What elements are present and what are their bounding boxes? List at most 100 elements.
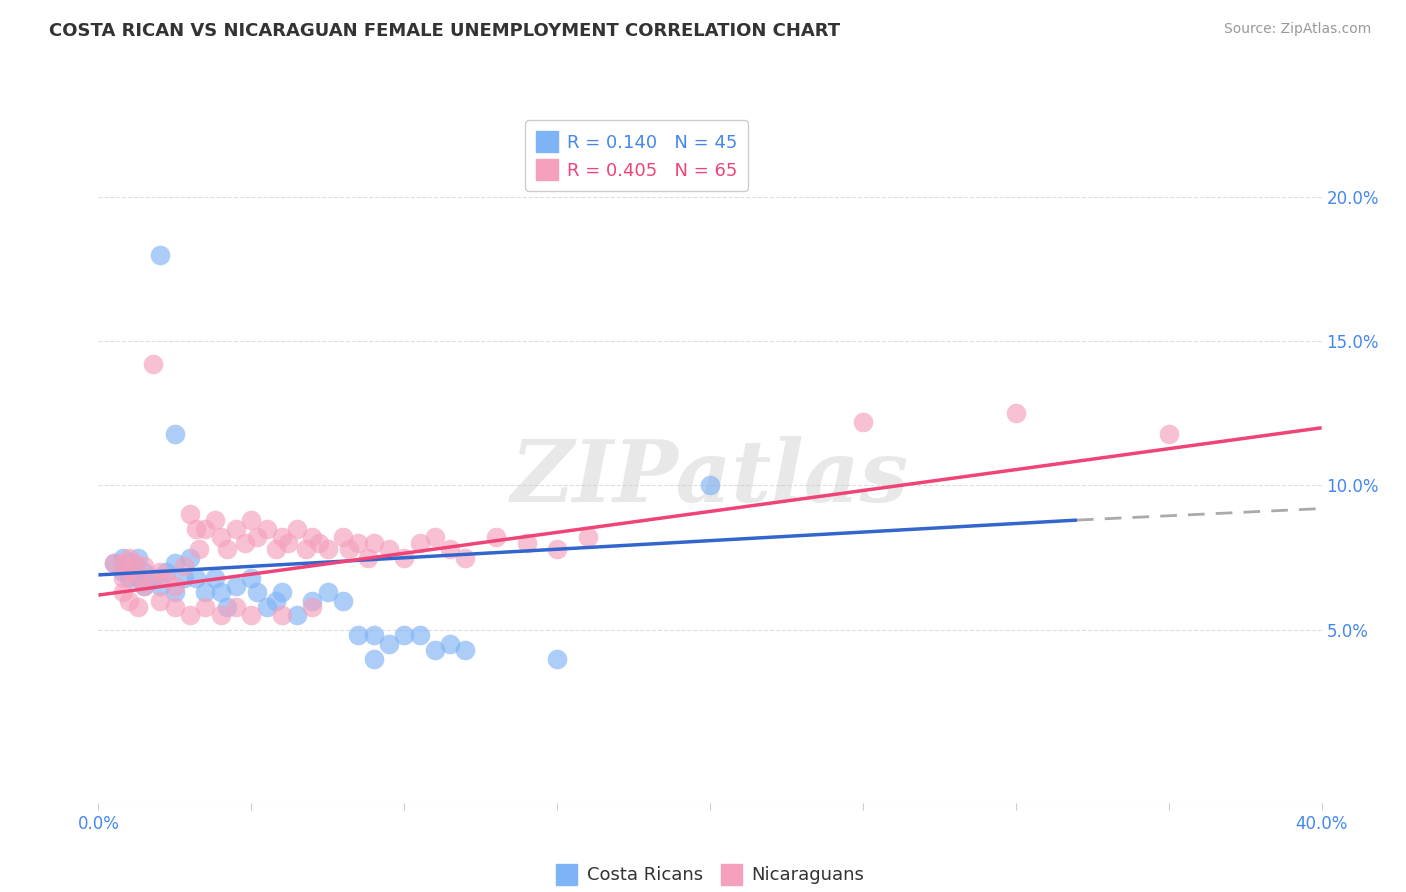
- Point: [186, 522, 208, 536]
- Point: [134, 559, 156, 574]
- Point: [215, 541, 238, 556]
- Point: [194, 522, 217, 536]
- Point: [439, 637, 461, 651]
- Point: [124, 557, 146, 571]
- Point: [149, 594, 172, 608]
- Point: [454, 550, 477, 565]
- Point: [363, 651, 385, 665]
- Point: [194, 599, 217, 614]
- Point: [246, 585, 269, 599]
- Point: [155, 565, 177, 579]
- Point: [308, 536, 330, 550]
- Point: [439, 541, 461, 556]
- Point: [356, 550, 378, 565]
- Point: [1157, 426, 1180, 441]
- Text: ZIPatlas: ZIPatlas: [510, 435, 910, 519]
- Point: [209, 530, 232, 544]
- Point: [285, 608, 308, 623]
- Point: [246, 530, 269, 544]
- Point: [225, 579, 247, 593]
- Point: [173, 559, 195, 574]
- Point: [332, 594, 354, 608]
- Point: [852, 415, 875, 429]
- Point: [240, 571, 263, 585]
- Point: [277, 536, 299, 550]
- Point: [127, 550, 149, 565]
- Point: [155, 571, 177, 585]
- Point: [454, 643, 477, 657]
- Point: [264, 541, 287, 556]
- Point: [209, 608, 232, 623]
- Point: [215, 599, 238, 614]
- Point: [337, 541, 360, 556]
- Point: [347, 536, 370, 550]
- Point: [295, 541, 318, 556]
- Point: [423, 643, 446, 657]
- Point: [118, 571, 141, 585]
- Point: [240, 608, 263, 623]
- Point: [111, 571, 134, 585]
- Point: [285, 522, 308, 536]
- Text: COSTA RICAN VS NICARAGUAN FEMALE UNEMPLOYMENT CORRELATION CHART: COSTA RICAN VS NICARAGUAN FEMALE UNEMPLO…: [49, 22, 841, 40]
- Point: [142, 571, 165, 585]
- Point: [378, 541, 401, 556]
- Point: [103, 557, 125, 571]
- Point: [363, 628, 385, 642]
- Point: [179, 608, 201, 623]
- Point: [516, 536, 538, 550]
- Point: [173, 571, 195, 585]
- Point: [163, 599, 186, 614]
- Point: [142, 571, 165, 585]
- Point: [111, 585, 134, 599]
- Point: [301, 530, 323, 544]
- Point: [240, 513, 263, 527]
- Point: [149, 565, 172, 579]
- Point: [485, 530, 508, 544]
- Point: [204, 513, 226, 527]
- Point: [408, 536, 430, 550]
- Point: [363, 536, 385, 550]
- Point: [134, 579, 156, 593]
- Point: [576, 530, 599, 544]
- Point: [127, 599, 149, 614]
- Point: [142, 357, 165, 371]
- Point: [392, 550, 416, 565]
- Point: [699, 478, 721, 492]
- Point: [378, 637, 401, 651]
- Point: [127, 571, 149, 585]
- Point: [111, 550, 134, 565]
- Point: [118, 565, 141, 579]
- Point: [118, 557, 141, 571]
- Point: [1004, 406, 1026, 420]
- Point: [256, 522, 278, 536]
- Point: [233, 536, 256, 550]
- Point: [111, 557, 134, 571]
- Legend: Costa Ricans, Nicaraguans: Costa Ricans, Nicaraguans: [546, 853, 875, 892]
- Point: [124, 559, 146, 574]
- Text: Source: ZipAtlas.com: Source: ZipAtlas.com: [1223, 22, 1371, 37]
- Point: [270, 608, 292, 623]
- Point: [149, 579, 172, 593]
- Point: [149, 248, 172, 262]
- Point: [316, 585, 339, 599]
- Point: [111, 565, 134, 579]
- Point: [134, 579, 156, 593]
- Point: [127, 571, 149, 585]
- Point: [118, 550, 141, 565]
- Point: [163, 579, 186, 593]
- Point: [423, 530, 446, 544]
- Point: [179, 508, 201, 522]
- Point: [118, 594, 141, 608]
- Point: [163, 557, 186, 571]
- Point: [256, 599, 278, 614]
- Point: [301, 594, 323, 608]
- Point: [408, 628, 430, 642]
- Point: [163, 585, 186, 599]
- Point: [225, 599, 247, 614]
- Point: [270, 585, 292, 599]
- Point: [316, 541, 339, 556]
- Point: [163, 426, 186, 441]
- Point: [392, 628, 416, 642]
- Point: [270, 530, 292, 544]
- Point: [546, 651, 568, 665]
